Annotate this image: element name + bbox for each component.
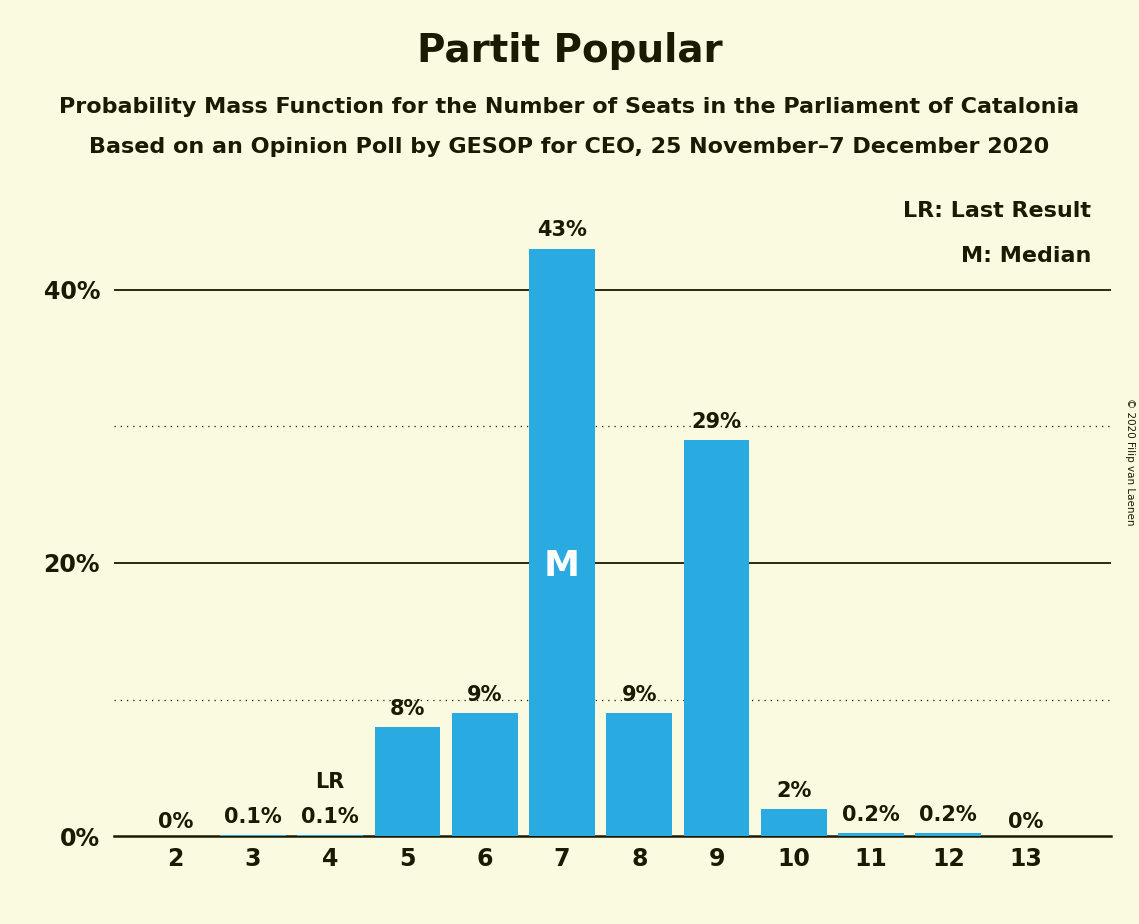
- Text: LR: Last Result: LR: Last Result: [903, 201, 1091, 221]
- Text: Partit Popular: Partit Popular: [417, 32, 722, 70]
- Text: Probability Mass Function for the Number of Seats in the Parliament of Catalonia: Probability Mass Function for the Number…: [59, 97, 1080, 117]
- Bar: [683, 440, 749, 836]
- Text: 0.2%: 0.2%: [919, 806, 977, 825]
- Text: 9%: 9%: [467, 685, 502, 705]
- Bar: [375, 727, 441, 836]
- Bar: [452, 713, 517, 836]
- Text: 8%: 8%: [390, 699, 425, 719]
- Bar: [838, 833, 904, 836]
- Bar: [530, 249, 595, 836]
- Text: 0%: 0%: [1008, 812, 1043, 833]
- Bar: [220, 835, 286, 836]
- Bar: [297, 835, 363, 836]
- Text: © 2020 Filip van Laenen: © 2020 Filip van Laenen: [1125, 398, 1134, 526]
- Text: 43%: 43%: [538, 220, 587, 240]
- Bar: [761, 808, 827, 836]
- Text: M: M: [544, 549, 580, 583]
- Text: 0.1%: 0.1%: [224, 807, 281, 827]
- Text: 0.2%: 0.2%: [842, 806, 900, 825]
- Text: M: Median: M: Median: [961, 246, 1091, 266]
- Text: 29%: 29%: [691, 412, 741, 432]
- Text: 9%: 9%: [622, 685, 657, 705]
- Text: 0.1%: 0.1%: [302, 807, 359, 827]
- Text: Based on an Opinion Poll by GESOP for CEO, 25 November–7 December 2020: Based on an Opinion Poll by GESOP for CE…: [89, 137, 1050, 157]
- Text: LR: LR: [316, 772, 345, 793]
- Bar: [606, 713, 672, 836]
- Text: 2%: 2%: [776, 781, 811, 801]
- Bar: [916, 833, 981, 836]
- Text: 0%: 0%: [158, 812, 194, 833]
